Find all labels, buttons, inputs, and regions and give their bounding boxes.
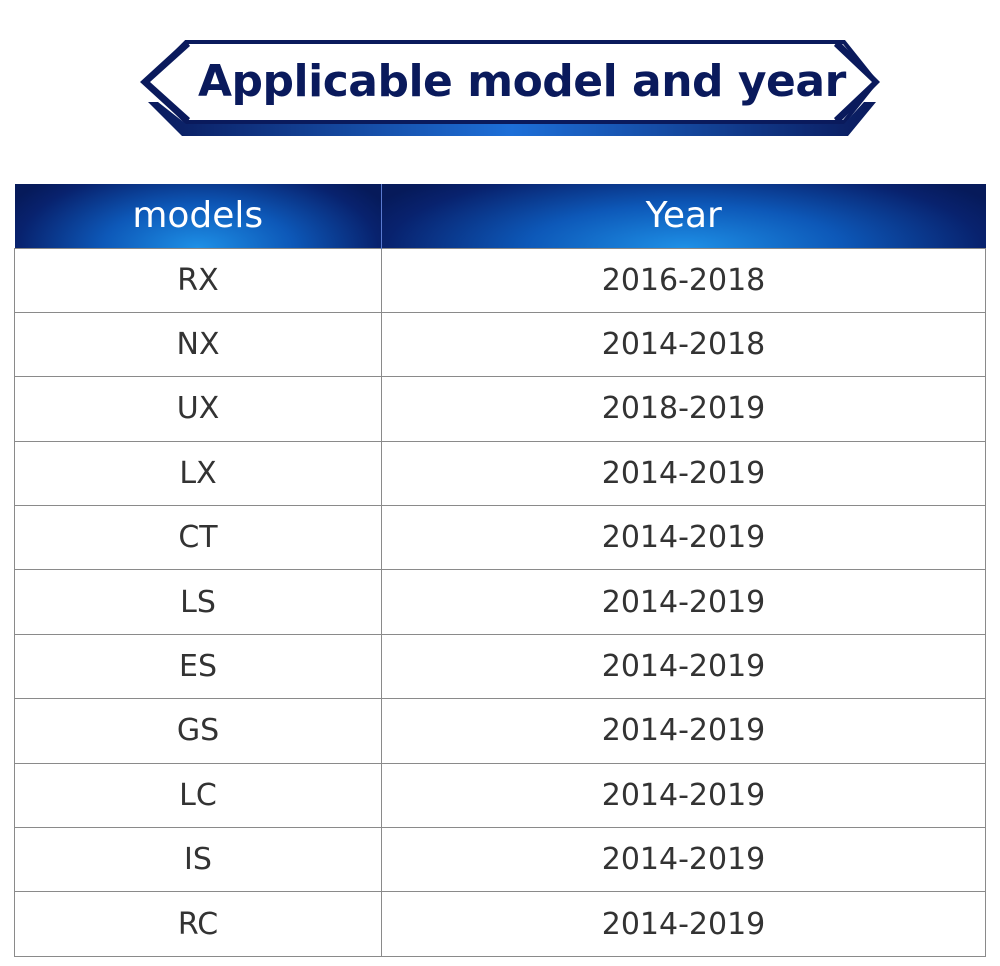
year-cell: 2014-2019	[381, 891, 986, 957]
year-cell: 2014-2018	[381, 311, 986, 378]
year-cell: 2018-2019	[381, 376, 986, 442]
model-cell: IS	[14, 827, 382, 893]
model-cell: CT	[14, 505, 382, 571]
table-row: LS 2014-2019	[14, 569, 986, 635]
year-cell: 2014-2019	[381, 827, 986, 893]
model-cell: GS	[14, 698, 382, 764]
banner-arrow-frame	[140, 40, 880, 136]
year-cell: 2016-2018	[381, 247, 986, 313]
table-row: IS 2014-2019	[14, 827, 986, 893]
model-cell: RX	[14, 247, 382, 313]
table-row: LX 2014-2019	[14, 440, 986, 507]
model-cell: UX	[14, 376, 382, 442]
year-cell: 2014-2019	[381, 505, 986, 571]
year-cell: 2014-2019	[381, 633, 986, 700]
year-cell: 2014-2019	[381, 569, 986, 635]
model-year-table: models Year RX 2016-2018 NX 2014-2018 UX…	[14, 184, 986, 957]
table-row: UX 2018-2019	[14, 376, 986, 442]
model-cell: LS	[14, 569, 382, 635]
year-cell: 2014-2019	[381, 440, 986, 507]
table-row: CT 2014-2019	[14, 505, 986, 571]
table-row: LC 2014-2019	[14, 762, 986, 829]
table-row: ES 2014-2019	[14, 633, 986, 700]
page-title: Applicable model and year	[198, 56, 846, 107]
model-cell: NX	[14, 311, 382, 378]
model-cell: RC	[14, 891, 382, 957]
column-header-year: Year	[381, 184, 986, 248]
table-row: GS 2014-2019	[14, 698, 986, 764]
model-cell: LC	[14, 762, 382, 829]
table-row: RC 2014-2019	[14, 891, 986, 957]
model-cell: LX	[14, 440, 382, 507]
model-cell: ES	[14, 633, 382, 700]
title-banner: Applicable model and year	[138, 38, 882, 138]
table-row: RX 2016-2018	[14, 247, 986, 313]
year-cell: 2014-2019	[381, 698, 986, 764]
table-header-row: models Year	[14, 184, 986, 248]
year-cell: 2014-2019	[381, 762, 986, 829]
column-header-models: models	[14, 184, 382, 248]
table-row: NX 2014-2018	[14, 311, 986, 378]
